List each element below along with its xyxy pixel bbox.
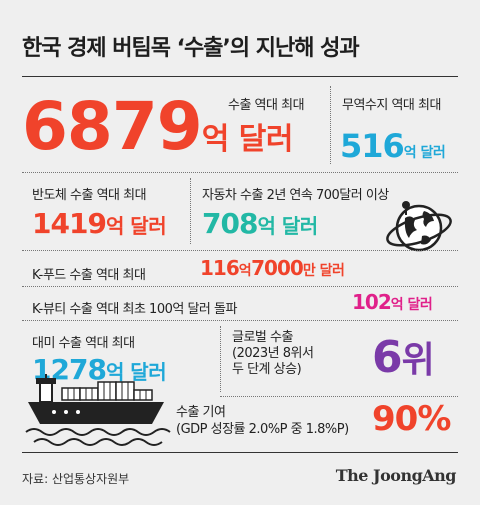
row4-divider [22, 320, 458, 321]
trade-surplus-value: 516 [340, 127, 405, 165]
k-beauty-label: K-뷰티 수출 역대 최초 100억 달러 돌파 [32, 302, 237, 317]
us-export-value-group: 1278억 달러 [32, 356, 167, 384]
k-beauty-unit: 억 달러 [390, 297, 433, 313]
trade-surplus-label: 무역수지 역대 최대 [342, 98, 441, 113]
global-rank-label-line3: 두 단계 상승) [232, 362, 302, 377]
semiconductor-label: 반도체 수출 역대 최대 [32, 188, 147, 203]
semiconductor-unit: 억 달러 [105, 214, 167, 238]
k-food-unit1: 억 [238, 263, 252, 279]
k-beauty-value: 102 [352, 290, 392, 314]
title-divider [22, 76, 458, 77]
export-total-value: 6879 [22, 88, 203, 165]
global-rank-value: 6 [372, 332, 403, 383]
page-title: 한국 경제 버팀목 ‘수출’의 지난해 성과 [22, 36, 360, 61]
export-total-unit: 억 달러 [201, 122, 294, 157]
contribution-label-line2: (GDP 성장률 2.0%P 중 1.8%P) [176, 422, 349, 437]
semiconductor-value: 1419 [32, 207, 107, 240]
global-rank-label: 글로벌 수출 (2023년 8위서 두 단계 상승) [232, 330, 314, 378]
global-rank-label-line1: 글로벌 수출 [232, 330, 293, 345]
global-rank-value-group: 6위 [372, 336, 435, 381]
global-rank-label-line2: (2023년 8위서 [232, 346, 314, 361]
global-rank-unit: 위 [401, 340, 435, 381]
k-food-value2: 7000 [251, 256, 304, 280]
export-total-label: 수출 역대 최대 [228, 98, 305, 113]
row3-divider [22, 286, 458, 287]
us-export-unit: 억 달러 [105, 360, 167, 384]
automobile-label: 자동차 수출 2년 연속 700달러 이상 [202, 188, 389, 203]
row2-divider [22, 250, 458, 251]
trade-surplus-unit: 억 달러 [403, 145, 446, 161]
row1-divider [22, 172, 458, 173]
contribution-label: 수출 기여 (GDP 성장률 2.0%P 중 1.8%P) [176, 404, 349, 438]
k-food-value-group: 116억7000만 달러 [200, 256, 345, 280]
source-text: 자료: 산업통상자원부 [22, 472, 130, 486]
automobile-value: 708 [202, 207, 258, 240]
row1-vertical-divider [330, 86, 331, 164]
contribution-value: 90% [372, 399, 451, 439]
contribution-label-line1: 수출 기여 [176, 405, 226, 420]
semiconductor-value-group: 1419억 달러 [32, 207, 167, 240]
row5-divider [220, 396, 458, 397]
k-food-label: K-푸드 수출 역대 최대 [32, 268, 146, 283]
trade-surplus-value-group: 516억 달러 [340, 127, 446, 165]
footer-divider [22, 452, 458, 453]
cargo-ship-icon [25, 374, 171, 446]
k-food-value1: 116 [200, 256, 240, 280]
k-food-unit2: 만 달러 [302, 263, 345, 279]
publisher-logo: The JoongAng [335, 466, 457, 485]
automobile-unit: 억 달러 [257, 214, 318, 238]
globe-icon [386, 201, 452, 252]
row5-vertical-divider [220, 326, 221, 392]
automobile-value-group: 708억 달러 [202, 210, 318, 238]
export-total-value-group: 6879억 달러 [22, 94, 293, 160]
k-beauty-value-group: 102억 달러 [352, 290, 433, 314]
us-export-label: 대미 수출 역대 최대 [32, 336, 135, 351]
row2-vertical-divider [190, 178, 191, 244]
